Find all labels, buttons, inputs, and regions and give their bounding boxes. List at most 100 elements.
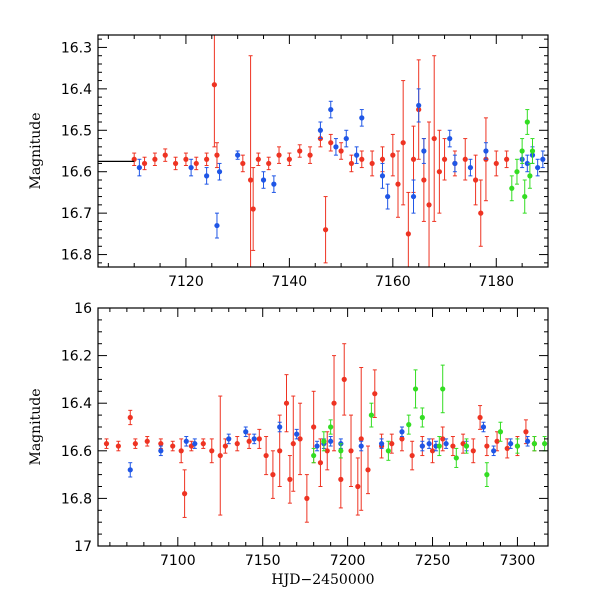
bottom-red-point <box>399 436 405 442</box>
top-ticks-layer: 7120 7140 7160 7180 16.3 16.4 16.5 16.6 16.7 16.8 <box>61 35 549 290</box>
bottom-blue-point <box>277 424 283 430</box>
bottom-y-tick-label: 16.4 <box>61 396 92 412</box>
top-y-tick-label: 16.8 <box>61 248 92 264</box>
top-red-point <box>162 152 168 158</box>
bottom-green-point <box>419 414 425 421</box>
bottom-green-point <box>311 452 317 459</box>
top-x-tick-label: 7160 <box>375 274 411 290</box>
bottom-blue-point <box>508 441 514 447</box>
bottom-red-point <box>170 443 176 449</box>
top-red-point <box>410 156 417 162</box>
bottom-blue-point <box>426 441 432 447</box>
bottom-red-point <box>144 438 150 444</box>
bottom-x-tick-label: 7250 <box>415 553 451 569</box>
bottom-green-point <box>440 386 446 392</box>
top-red-point <box>441 156 448 162</box>
top-red-point <box>359 156 365 162</box>
bottom-red-point <box>287 476 293 482</box>
bottom-red-point <box>200 441 206 447</box>
bottom-red-point <box>283 400 290 406</box>
top-red-point <box>193 160 199 167</box>
bottom-x-tick-label: 7150 <box>245 553 281 569</box>
bottom-red-point <box>217 452 223 459</box>
bottom-series-layer <box>103 343 548 523</box>
bottom-red-point <box>429 448 436 454</box>
top-plot-frame <box>97 34 549 268</box>
bottom-red-point <box>290 441 296 447</box>
bottom-red-point <box>277 448 283 454</box>
bottom-green-point <box>453 455 459 461</box>
top-x-tick-label: 7180 <box>478 274 514 290</box>
top-blue-point <box>328 106 334 113</box>
bottom-y-tick-label: 17 <box>74 539 92 555</box>
bottom-green-point <box>328 424 334 430</box>
bottom-green-point <box>338 448 344 454</box>
bottom-red-point <box>341 376 347 382</box>
top-red-point <box>493 160 499 167</box>
top-red-point <box>405 231 411 237</box>
top-red-point <box>247 177 254 183</box>
top-red-point <box>152 156 158 162</box>
top-red-point <box>307 152 313 158</box>
bottom-y-tick-label: 16.6 <box>61 444 92 460</box>
top-blue-point <box>540 156 546 162</box>
top-green-point <box>519 148 525 154</box>
top-blue-point <box>379 173 386 179</box>
bottom-blue-point <box>328 438 334 444</box>
bottom-red-point <box>348 448 354 454</box>
bottom-red-point <box>389 441 395 447</box>
bottom-blue-point <box>525 438 531 444</box>
bottom-green-point <box>406 422 412 428</box>
top-blue-point <box>483 148 489 154</box>
bottom-red-point <box>484 443 490 449</box>
bottom-red-point <box>338 476 344 482</box>
top-series-layer <box>131 35 546 267</box>
top-red-point <box>328 140 334 146</box>
bottom-blue-point <box>127 467 133 473</box>
top-red-point <box>431 135 437 142</box>
top-red-point <box>400 140 406 146</box>
bottom-red-point <box>409 452 415 459</box>
bottom-red-point <box>504 445 510 452</box>
bottom-y-tick-label: 16.2 <box>61 349 92 365</box>
bottom-red-point <box>440 436 446 442</box>
top-red-point <box>183 156 189 162</box>
top-red-point <box>426 202 432 208</box>
top-y-tick-label: 16.4 <box>61 82 92 98</box>
top-blue-point <box>447 135 453 142</box>
top-green-point <box>524 119 530 125</box>
top-y-tick-label: 16.7 <box>61 206 92 222</box>
top-green-point <box>529 148 536 154</box>
bottom-green-point <box>484 472 490 478</box>
bottom-blue-point <box>480 424 487 430</box>
top-blue-point <box>260 177 267 183</box>
bottom-x-tick-label: 7200 <box>330 553 366 569</box>
top-y-tick-label: 16.3 <box>61 40 92 56</box>
bottom-x-tick-label: 7100 <box>160 553 196 569</box>
bottom-green-point <box>321 438 327 444</box>
bottom-red-point <box>317 460 324 466</box>
bottom-blue-point <box>183 438 189 444</box>
bottom-green-point <box>497 429 504 435</box>
top-red-point <box>276 152 282 158</box>
top-green-point <box>514 169 520 175</box>
top-red-point <box>338 148 344 154</box>
bottom-green-point <box>542 441 548 447</box>
bottom-red-point <box>222 443 228 449</box>
top-red-point <box>395 181 401 187</box>
top-blue-point <box>359 115 365 121</box>
bottom-red-point <box>324 448 330 454</box>
bottom-ticks-layer: 7100 7150 7200 7250 7300 16 16.2 16.4 16.6 16.8 17 <box>61 301 548 569</box>
bottom-red-point <box>523 429 529 435</box>
top-green-point <box>509 185 515 191</box>
bottom-red-point <box>246 438 252 444</box>
top-blue-point <box>421 148 427 154</box>
top-green-point <box>522 193 528 200</box>
bottom-red-point <box>178 448 184 454</box>
bottom-red-point <box>158 441 164 447</box>
top-red-point <box>131 156 137 162</box>
top-blue-point <box>214 222 220 229</box>
top-red-point <box>286 156 292 162</box>
bottom-blue-point <box>158 448 164 454</box>
